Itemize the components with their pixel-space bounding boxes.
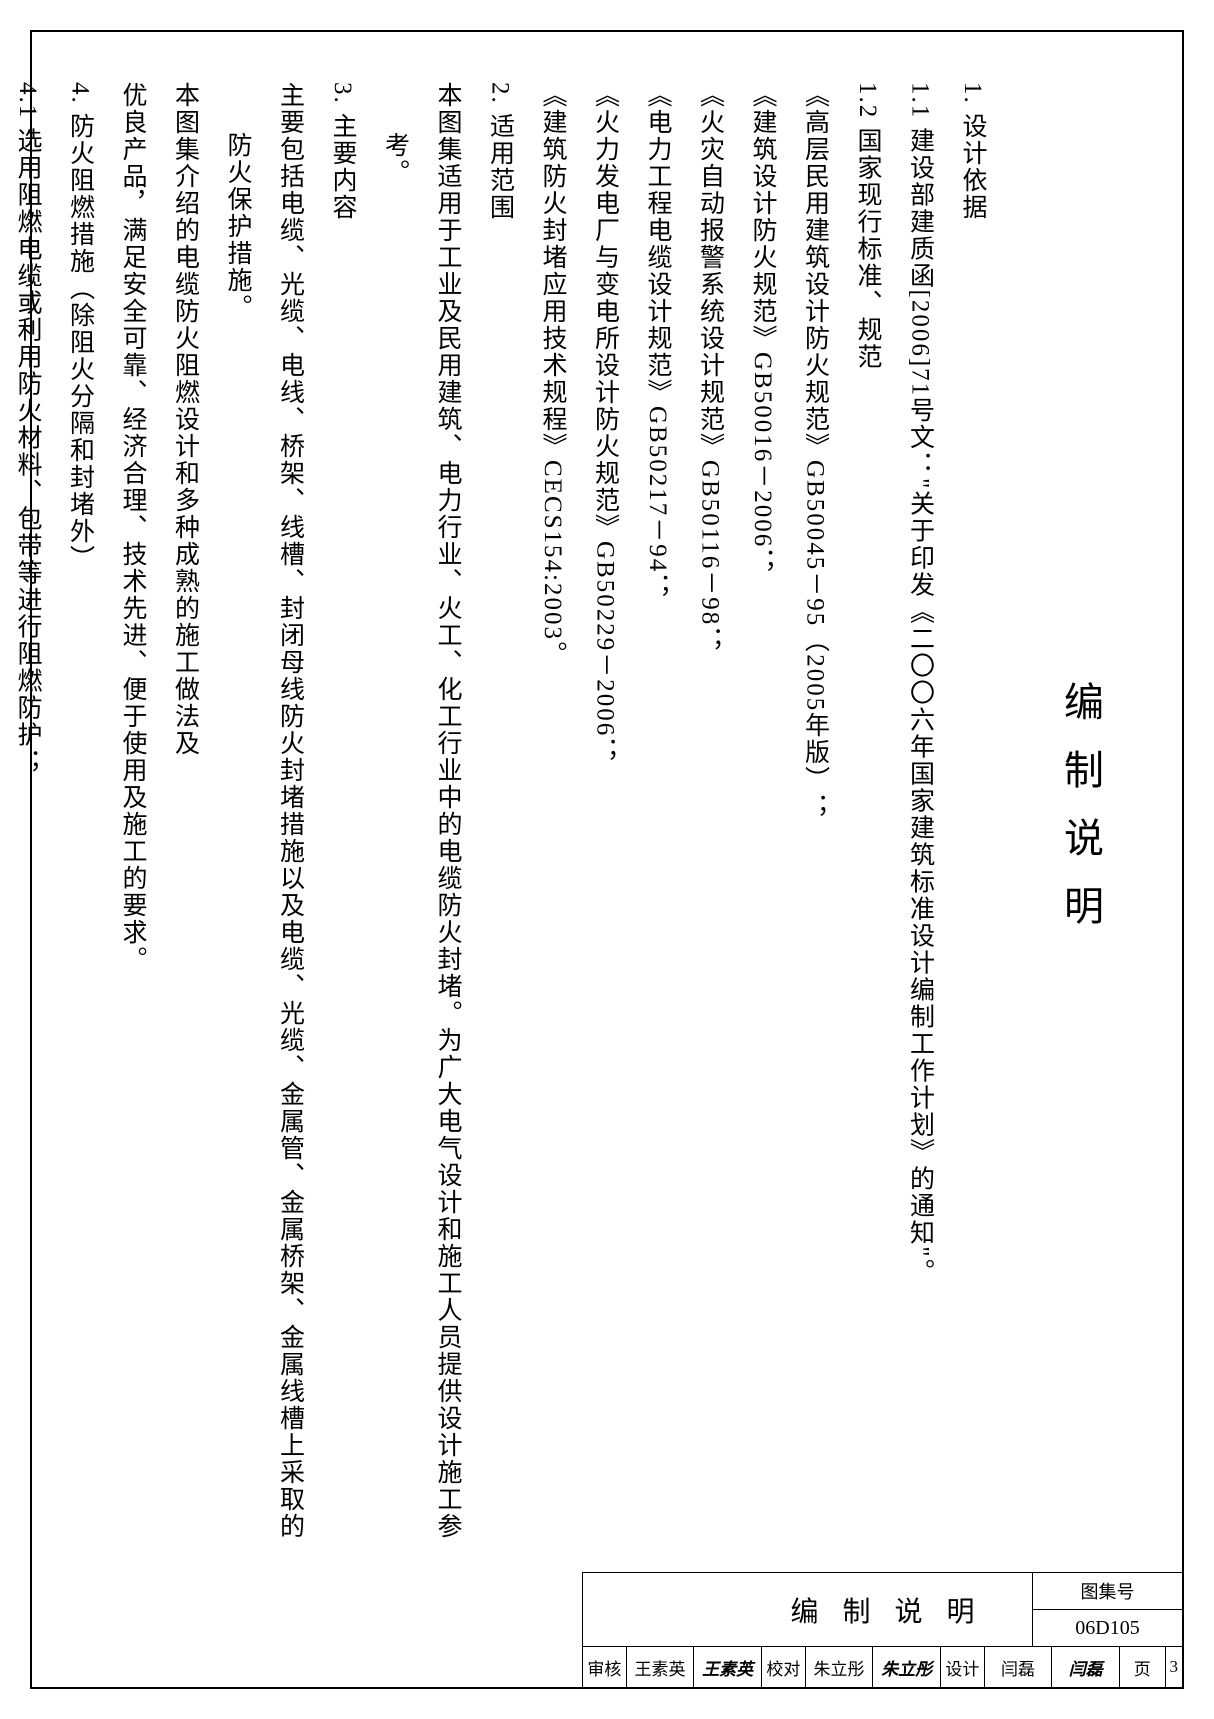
std-4: 《电力工程电缆设计规范》GB50217－94； [631,82,684,1552]
check-signature: 朱立彤 [873,1647,941,1687]
document-body: 编制说明 1. 设计依据 1.1 建设部建质函[2006]71号文："关于印发《… [32,32,1182,1572]
heading-3: 3. 主要内容 [316,82,369,1552]
drawing-code-cell: 图集号 06D105 [1032,1573,1182,1646]
std-1: 《高层民用建筑设计防火规范》GB50045－95（2005年版）； [788,82,841,1552]
page-frame: 编制说明 1. 设计依据 1.1 建设部建质函[2006]71号文："关于印发《… [30,30,1184,1689]
title-block: 编制说明 图集号 06D105 审核 王素英 王素英 校对 朱立彤 朱立彤 设计… [582,1572,1182,1687]
heading-2: 2. 适用范围 [473,82,526,1552]
drawing-code-value: 06D105 [1033,1610,1182,1646]
page-number: 3 [1166,1647,1183,1687]
review-signature: 王素英 [694,1647,762,1687]
std-2: 《建筑设计防火规范》GB50016－2006； [736,82,789,1552]
review-label: 审核 [583,1647,627,1687]
title-block-row2: 审核 王素英 王素英 校对 朱立彤 朱立彤 设计 闫磊 闫磊 页 3 [583,1647,1182,1687]
std-6: 《建筑防火封堵应用技术规程》CECS154:2003。 [526,82,579,1552]
para-1-2: 1.2 国家现行标准、规范 [841,82,894,1552]
heading-4: 4. 防火阻燃措施（除阻火分隔和封堵外） [53,82,106,1552]
para-cont: 优良产品，满足安全可靠、经济合理、技术先进、便于使用及施工的要求。 [106,82,159,1552]
block-title: 编制说明 [766,1590,998,1630]
title-block-row1: 编制说明 图集号 06D105 [583,1573,1182,1647]
para-4-1: 4.1 选用阻燃电缆或利用防火材料、包带等进行阻燃防护； [1,82,54,1552]
check-label: 校对 [762,1647,806,1687]
design-signature: 闫磊 [1052,1647,1120,1687]
design-name: 闫磊 [985,1647,1053,1687]
page-label: 页 [1120,1647,1165,1687]
para-4-2: 4.2 选用耐火电缆或利用防火材料、包带等进行耐火防护； [0,82,1,1552]
check-name: 朱立彤 [806,1647,874,1687]
heading-1: 1. 设计依据 [946,82,999,1552]
para-2-1: 本图集适用于工业及民用建筑、电力行业、火工、化工行业中的电缆防火封堵。为广大电气… [368,82,473,1552]
para-1-1: 1.1 建设部建质函[2006]71号文："关于印发《二〇〇六年国家建筑标准设计… [893,82,946,1552]
drawing-code-label: 图集号 [1033,1573,1182,1610]
std-5: 《火力发电厂与变电所设计防火规范》GB50229－2006； [578,82,631,1552]
para-3-1: 主要包括电缆、光缆、电线、桥架、线槽、封闭母线防火封堵措施以及电缆、光缆、金属管… [211,82,316,1552]
std-3: 《火灾自动报警系统设计规范》GB50116－98； [683,82,736,1552]
para-3-2: 本图集介绍的电缆防火阻燃设计和多种成熟的施工做法及 [158,82,211,1552]
design-label: 设计 [941,1647,985,1687]
main-title: 编制说明 [1038,82,1122,1552]
review-name: 王素英 [627,1647,695,1687]
